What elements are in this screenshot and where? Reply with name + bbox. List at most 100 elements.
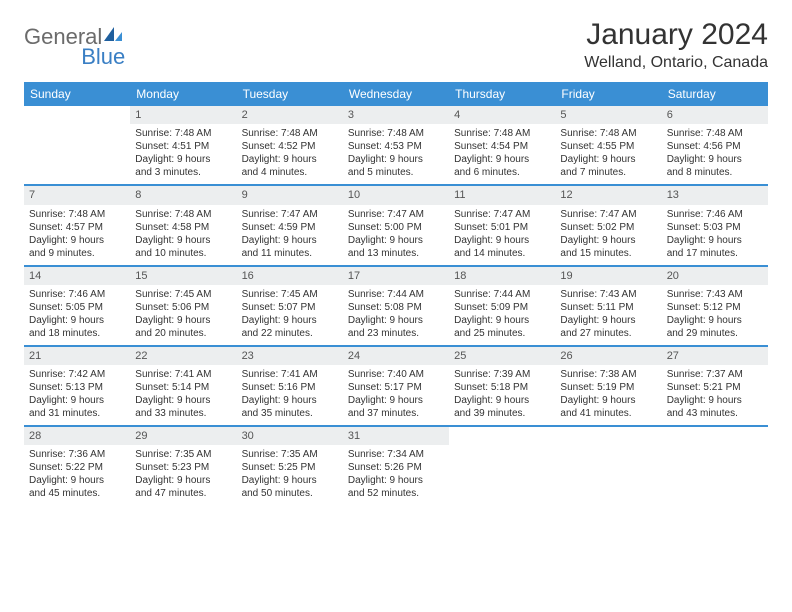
sunset-line: Sunset: 4:55 PM [560, 140, 656, 153]
calendar-cell: 30Sunrise: 7:35 AMSunset: 5:25 PMDayligh… [237, 427, 343, 505]
calendar: Sunday Monday Tuesday Wednesday Thursday… [24, 82, 768, 505]
day-details: Sunrise: 7:35 AMSunset: 5:23 PMDaylight:… [130, 445, 236, 505]
calendar-cell: 10Sunrise: 7:47 AMSunset: 5:00 PMDayligh… [343, 186, 449, 264]
calendar-body: 1Sunrise: 7:48 AMSunset: 4:51 PMDaylight… [24, 106, 768, 505]
day-number: 29 [130, 427, 236, 445]
sunset-line: Sunset: 5:02 PM [560, 221, 656, 234]
calendar-cell: 6Sunrise: 7:48 AMSunset: 4:56 PMDaylight… [662, 106, 768, 184]
calendar-cell: 4Sunrise: 7:48 AMSunset: 4:54 PMDaylight… [449, 106, 555, 184]
daylight-line: and 33 minutes. [135, 407, 231, 420]
calendar-cell: 15Sunrise: 7:45 AMSunset: 5:06 PMDayligh… [130, 267, 236, 345]
sunrise-line: Sunrise: 7:47 AM [454, 208, 550, 221]
sunset-line: Sunset: 5:25 PM [242, 461, 338, 474]
day-number: 31 [343, 427, 449, 445]
day-number: 7 [24, 186, 130, 204]
sunset-line: Sunset: 5:14 PM [135, 381, 231, 394]
sunset-line: Sunset: 5:11 PM [560, 301, 656, 314]
weekday-header: Monday [130, 82, 236, 106]
day-details: Sunrise: 7:48 AMSunset: 4:51 PMDaylight:… [130, 124, 236, 184]
daylight-line: Daylight: 9 hours [135, 314, 231, 327]
daylight-line: and 52 minutes. [348, 487, 444, 500]
day-details: Sunrise: 7:41 AMSunset: 5:14 PMDaylight:… [130, 365, 236, 425]
daylight-line: Daylight: 9 hours [454, 234, 550, 247]
daylight-line: Daylight: 9 hours [242, 314, 338, 327]
day-details: Sunrise: 7:48 AMSunset: 4:58 PMDaylight:… [130, 205, 236, 265]
sunrise-line: Sunrise: 7:40 AM [348, 368, 444, 381]
sunset-line: Sunset: 5:01 PM [454, 221, 550, 234]
daylight-line: Daylight: 9 hours [348, 474, 444, 487]
day-number: 27 [662, 347, 768, 365]
day-number [555, 427, 661, 445]
calendar-cell: 16Sunrise: 7:45 AMSunset: 5:07 PMDayligh… [237, 267, 343, 345]
sunset-line: Sunset: 5:08 PM [348, 301, 444, 314]
daylight-line: and 50 minutes. [242, 487, 338, 500]
sunset-line: Sunset: 4:57 PM [29, 221, 125, 234]
daylight-line: and 20 minutes. [135, 327, 231, 340]
daylight-line: and 13 minutes. [348, 247, 444, 260]
day-number: 10 [343, 186, 449, 204]
day-details: Sunrise: 7:38 AMSunset: 5:19 PMDaylight:… [555, 365, 661, 425]
calendar-cell: 8Sunrise: 7:48 AMSunset: 4:58 PMDaylight… [130, 186, 236, 264]
sunset-line: Sunset: 4:56 PM [667, 140, 763, 153]
daylight-line: and 18 minutes. [29, 327, 125, 340]
daylight-line: Daylight: 9 hours [242, 234, 338, 247]
daylight-line: and 22 minutes. [242, 327, 338, 340]
day-number: 12 [555, 186, 661, 204]
calendar-cell [662, 427, 768, 505]
daylight-line: Daylight: 9 hours [560, 314, 656, 327]
day-number: 15 [130, 267, 236, 285]
daylight-line: Daylight: 9 hours [560, 234, 656, 247]
day-number: 9 [237, 186, 343, 204]
day-number: 24 [343, 347, 449, 365]
daylight-line: Daylight: 9 hours [667, 394, 763, 407]
day-details: Sunrise: 7:37 AMSunset: 5:21 PMDaylight:… [662, 365, 768, 425]
day-number: 3 [343, 106, 449, 124]
sunrise-line: Sunrise: 7:48 AM [135, 208, 231, 221]
day-number: 26 [555, 347, 661, 365]
day-details: Sunrise: 7:43 AMSunset: 5:11 PMDaylight:… [555, 285, 661, 345]
daylight-line: and 31 minutes. [29, 407, 125, 420]
daylight-line: and 25 minutes. [454, 327, 550, 340]
day-details: Sunrise: 7:39 AMSunset: 5:18 PMDaylight:… [449, 365, 555, 425]
sunset-line: Sunset: 5:23 PM [135, 461, 231, 474]
calendar-cell: 19Sunrise: 7:43 AMSunset: 5:11 PMDayligh… [555, 267, 661, 345]
daylight-line: and 41 minutes. [560, 407, 656, 420]
daylight-line: Daylight: 9 hours [454, 314, 550, 327]
sunrise-line: Sunrise: 7:44 AM [348, 288, 444, 301]
sunrise-line: Sunrise: 7:48 AM [454, 127, 550, 140]
daylight-line: Daylight: 9 hours [667, 314, 763, 327]
daylight-line: and 39 minutes. [454, 407, 550, 420]
calendar-cell: 20Sunrise: 7:43 AMSunset: 5:12 PMDayligh… [662, 267, 768, 345]
header: GeneralBlue January 2024 Welland, Ontari… [24, 18, 768, 72]
daylight-line: Daylight: 9 hours [242, 474, 338, 487]
calendar-cell: 26Sunrise: 7:38 AMSunset: 5:19 PMDayligh… [555, 347, 661, 425]
calendar-cell: 1Sunrise: 7:48 AMSunset: 4:51 PMDaylight… [130, 106, 236, 184]
day-number: 8 [130, 186, 236, 204]
calendar-row: 14Sunrise: 7:46 AMSunset: 5:05 PMDayligh… [24, 267, 768, 347]
daylight-line: and 10 minutes. [135, 247, 231, 260]
day-number: 16 [237, 267, 343, 285]
weekday-header: Sunday [24, 82, 130, 106]
calendar-cell: 13Sunrise: 7:46 AMSunset: 5:03 PMDayligh… [662, 186, 768, 264]
daylight-line: Daylight: 9 hours [242, 153, 338, 166]
weekday-header: Saturday [662, 82, 768, 106]
daylight-line: Daylight: 9 hours [667, 234, 763, 247]
day-number: 21 [24, 347, 130, 365]
sunrise-line: Sunrise: 7:37 AM [667, 368, 763, 381]
sunrise-line: Sunrise: 7:48 AM [560, 127, 656, 140]
calendar-cell: 9Sunrise: 7:47 AMSunset: 4:59 PMDaylight… [237, 186, 343, 264]
sunrise-line: Sunrise: 7:35 AM [135, 448, 231, 461]
day-number: 1 [130, 106, 236, 124]
sunrise-line: Sunrise: 7:48 AM [348, 127, 444, 140]
calendar-cell: 22Sunrise: 7:41 AMSunset: 5:14 PMDayligh… [130, 347, 236, 425]
sunrise-line: Sunrise: 7:41 AM [135, 368, 231, 381]
calendar-header-row: Sunday Monday Tuesday Wednesday Thursday… [24, 82, 768, 106]
calendar-cell: 25Sunrise: 7:39 AMSunset: 5:18 PMDayligh… [449, 347, 555, 425]
daylight-line: Daylight: 9 hours [242, 394, 338, 407]
day-details: Sunrise: 7:45 AMSunset: 5:06 PMDaylight:… [130, 285, 236, 345]
sunset-line: Sunset: 5:09 PM [454, 301, 550, 314]
daylight-line: Daylight: 9 hours [135, 394, 231, 407]
day-details: Sunrise: 7:48 AMSunset: 4:53 PMDaylight:… [343, 124, 449, 184]
calendar-cell: 18Sunrise: 7:44 AMSunset: 5:09 PMDayligh… [449, 267, 555, 345]
day-number: 28 [24, 427, 130, 445]
